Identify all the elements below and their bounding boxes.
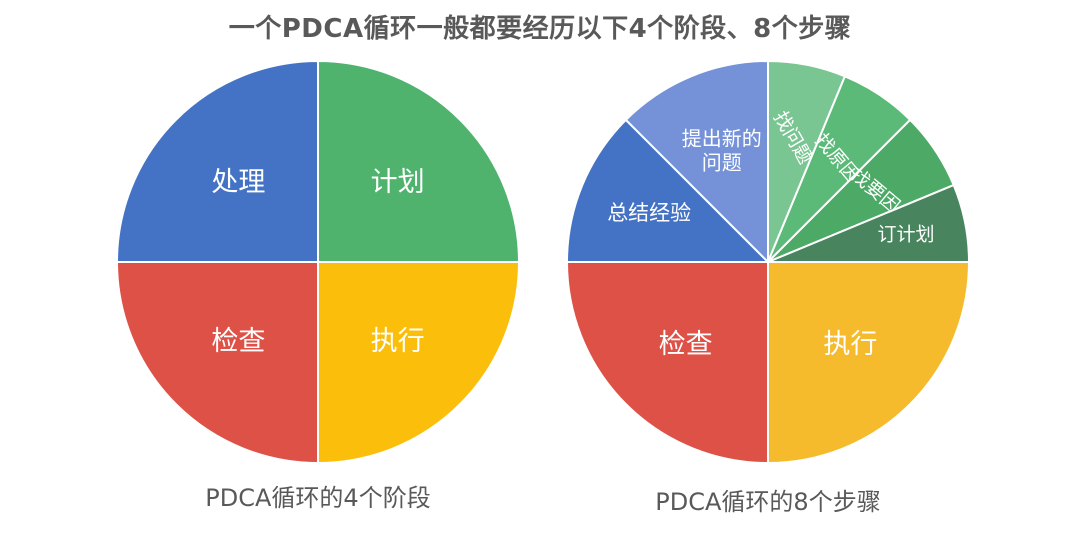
chart1-slice-label-1: 计划 <box>371 167 425 198</box>
chart2-slice-label-5: 执行 <box>823 329 877 360</box>
chart2-slice-label-8: 提出新的问题 <box>682 127 762 175</box>
chart1-slice-label-2: 执行 <box>371 326 425 357</box>
chart1-slice-2 <box>317 261 521 465</box>
page-title: 一个PDCA循环一般都要经历以下4个阶段、8个步骤 <box>228 14 852 44</box>
chart1-slice-label-4: 处理 <box>211 167 265 198</box>
chart2-slice-label-4: 订计划 <box>877 224 934 246</box>
chart1-slice-label-3: 检查 <box>211 326 265 357</box>
chart2-slice-5 <box>767 261 971 465</box>
chart1-slice-4 <box>115 59 319 263</box>
chart-title-4-stages: PDCA循环的4个阶段 <box>205 484 431 512</box>
chart2-slice-8 <box>624 59 769 265</box>
chart2-slice-label-7: 总结经验 <box>607 201 691 225</box>
chart1-slice-3 <box>115 261 319 465</box>
chart2-slice-label-6: 检查 <box>659 329 713 360</box>
chart2-slice-6 <box>565 261 769 465</box>
chart2-slice-7 <box>565 118 771 263</box>
chart1-slice-1 <box>317 59 521 263</box>
chart-title-8-steps: PDCA循环的8个步骤 <box>655 488 881 516</box>
